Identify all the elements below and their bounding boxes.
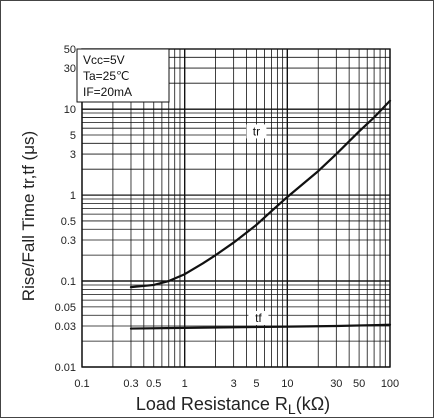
y-axis-label: Rise/Fall Time tr,tf (μs) (19, 131, 38, 301)
plot-frame (81, 48, 391, 368)
condition-ta: Ta=25℃ (83, 69, 130, 83)
y-tick-label: 3 (70, 149, 76, 161)
condition-if: IF=20mA (83, 85, 132, 99)
x-tick-label: 0.5 (146, 378, 161, 390)
y-tick-label: 10 (64, 104, 76, 116)
x-axis-label-subscript: L (288, 401, 296, 417)
conditions-box: Vcc=5V Ta=25℃ IF=20mA (76, 48, 170, 103)
y-tick-label: 30 (64, 63, 76, 75)
y-tick-label: 0.3 (61, 235, 76, 247)
series-label-background (246, 124, 267, 139)
x-tick-label: 10 (281, 378, 293, 390)
y-tick-label: 0.01 (55, 362, 76, 374)
series-label-tf: tf (255, 311, 262, 325)
x-tick-label: 30 (330, 378, 342, 390)
y-tick-label: 5 (70, 130, 76, 142)
series-line-tr (129, 99, 392, 289)
series-label-tr: tr (253, 124, 260, 138)
x-tick-label: 1 (182, 378, 188, 390)
x-tick-label: 5 (253, 378, 259, 390)
x-tick-label: 3 (231, 378, 237, 390)
x-axis-label-text: Load Resistance R (136, 394, 288, 414)
y-tick-label: 0.1 (61, 276, 76, 288)
y-tick-label: 0.03 (55, 321, 76, 333)
series-line-tf (129, 323, 392, 330)
y-tick-label: 50 (64, 44, 76, 56)
x-tick-label: 100 (381, 378, 399, 390)
condition-vcc: Vcc=5V (83, 53, 125, 67)
x-tick-label: 0.1 (74, 378, 89, 390)
x-axis-label-unit: (kΩ) (296, 394, 330, 414)
x-tick-label: 0.3 (123, 378, 138, 390)
series-label-background (248, 310, 269, 325)
x-tick-label: 50 (353, 378, 365, 390)
x-axis-label: Load Resistance RL(kΩ) (136, 394, 330, 417)
y-tick-label: 1 (70, 190, 76, 202)
y-tick-label: 0.5 (61, 216, 76, 228)
y-tick-label: 0.05 (55, 302, 76, 314)
